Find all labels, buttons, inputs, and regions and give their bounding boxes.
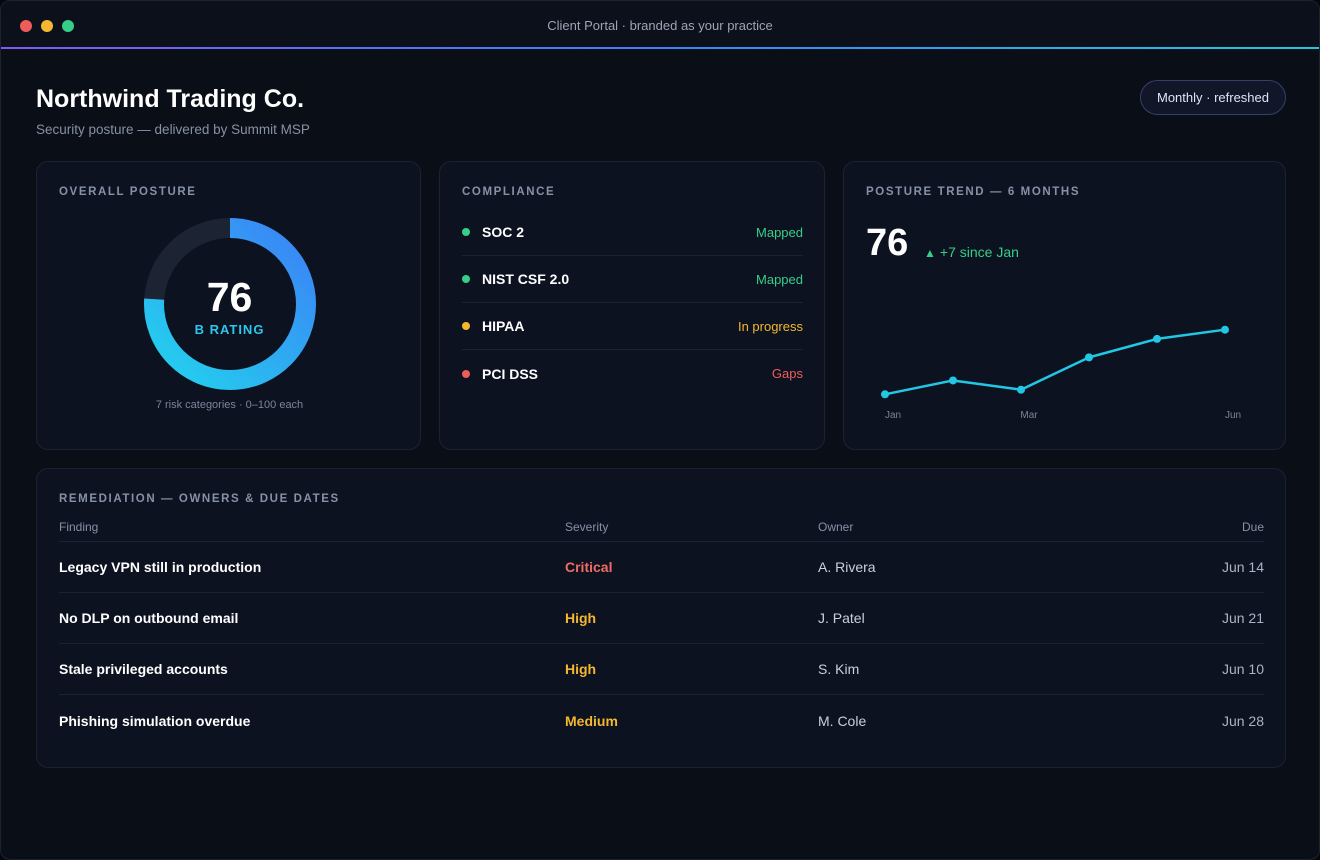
window-title: Client Portal · branded as your practice bbox=[547, 17, 773, 33]
owner-cell: A. Rivera bbox=[818, 559, 876, 575]
framework-name: HIPAA bbox=[482, 318, 525, 334]
gauge-arc bbox=[144, 218, 316, 390]
x-tick-label-mar: Mar bbox=[1020, 410, 1038, 421]
trend-up-icon: ▲ bbox=[924, 246, 936, 260]
trend-series-line bbox=[884, 328, 1226, 396]
column-header-finding[interactable]: Finding bbox=[59, 520, 99, 534]
page-subtitle: Security posture — delivered by Summit M… bbox=[36, 122, 310, 137]
framework-name: PCI DSS bbox=[482, 365, 539, 382]
status-dot bbox=[462, 322, 470, 330]
page-title: Northwind Trading Co. bbox=[36, 85, 305, 113]
table-header: Finding Severity Owner Due bbox=[59, 513, 1264, 542]
card-title: COMPLIANCE bbox=[462, 186, 556, 198]
compliance-row-nist-csf[interactable]: NIST CSF 2.0 Mapped bbox=[462, 256, 803, 303]
status-dot bbox=[462, 275, 470, 283]
finding-cell: Legacy VPN still in production bbox=[59, 559, 262, 575]
card-title: REMEDIATION — OWNERS & DUE DATES bbox=[59, 493, 340, 505]
trend-line-chart: Jan Mar Jun bbox=[881, 325, 1241, 421]
status-dot bbox=[462, 228, 470, 236]
framework-status: Mapped bbox=[756, 224, 803, 240]
card-title: POSTURE TREND — 6 MONTHS bbox=[866, 186, 1081, 198]
posture-trend-card: POSTURE TREND — 6 MONTHS 76 ▲ +7 since Ja… bbox=[843, 161, 1286, 450]
owner-cell: M. Cole bbox=[818, 712, 867, 729]
trend-point-apr[interactable] bbox=[1085, 353, 1093, 362]
trend-point-mar[interactable] bbox=[1017, 385, 1025, 394]
x-tick-label-jun: Jun bbox=[1225, 410, 1241, 421]
due-cell: Jun 21 bbox=[1221, 610, 1264, 626]
trend-delta: ▲ +7 since Jan bbox=[924, 244, 1019, 260]
posture-note: 7 risk categories · 0–100 each bbox=[155, 399, 304, 411]
trend-delta-text: +7 since Jan bbox=[939, 244, 1019, 260]
framework-status: In progress bbox=[737, 318, 803, 334]
posture-score: 76 bbox=[206, 274, 253, 320]
severity-cell: High bbox=[565, 661, 597, 677]
due-cell: Jun 14 bbox=[1221, 559, 1264, 575]
card-title: OVERALL POSTURE bbox=[59, 186, 197, 198]
maximize-window-button[interactable] bbox=[62, 20, 74, 32]
column-header-owner[interactable]: Owner bbox=[818, 520, 854, 534]
x-tick-label-jan: Jan bbox=[885, 410, 901, 421]
table-row[interactable]: Stale privileged accounts High S. Kim Ju… bbox=[59, 644, 1264, 695]
finding-cell: Phishing simulation overdue bbox=[59, 712, 251, 729]
status-dot bbox=[462, 369, 470, 378]
due-cell: Jun 28 bbox=[1221, 712, 1264, 729]
overall-posture-card: OVERALL POSTURE 76 B RATING 7 risk categ… bbox=[36, 161, 421, 450]
severity-cell: High bbox=[565, 610, 597, 626]
compliance-list: SOC 2 Mapped NIST CSF 2.0 Mapped HIPAA I… bbox=[462, 209, 803, 397]
table-row[interactable]: No DLP on outbound email High J. Patel J… bbox=[59, 593, 1264, 644]
minimize-window-button[interactable] bbox=[41, 20, 53, 32]
trend-current-value: 76 bbox=[866, 222, 909, 264]
trend-point-may[interactable] bbox=[1153, 334, 1161, 343]
column-header-severity[interactable]: Severity bbox=[565, 520, 609, 534]
remediation-card: REMEDIATION — OWNERS & DUE DATES Finding… bbox=[36, 468, 1286, 768]
title-bar: Client Portal · branded as your practice bbox=[1, 1, 1319, 49]
finding-cell: Stale privileged accounts bbox=[59, 661, 228, 677]
due-cell: Jun 10 bbox=[1221, 661, 1264, 677]
trend-point-jan[interactable] bbox=[881, 390, 889, 399]
close-window-button[interactable] bbox=[20, 20, 32, 32]
posture-rating: B RATING bbox=[194, 322, 265, 337]
severity-cell: Medium bbox=[565, 712, 618, 729]
window-controls bbox=[20, 20, 74, 32]
framework-name: NIST CSF 2.0 bbox=[482, 271, 570, 287]
posture-gauge bbox=[144, 218, 316, 390]
table-row[interactable]: Legacy VPN still in production Critical … bbox=[59, 542, 1264, 593]
framework-status: Gaps bbox=[771, 366, 803, 381]
finding-cell: No DLP on outbound email bbox=[59, 610, 239, 626]
compliance-card: COMPLIANCE SOC 2 Mapped NIST CSF 2.0 Map… bbox=[439, 161, 825, 450]
compliance-row-hipaa[interactable]: HIPAA In progress bbox=[462, 303, 803, 350]
framework-name: SOC 2 bbox=[482, 224, 525, 240]
trend-point-jun[interactable] bbox=[1221, 325, 1229, 334]
compliance-row-soc2[interactable]: SOC 2 Mapped bbox=[462, 209, 803, 256]
period-badge[interactable]: Monthly · refreshed bbox=[1140, 80, 1286, 115]
owner-cell: J. Patel bbox=[818, 610, 865, 626]
compliance-row-pci-dss[interactable]: PCI DSS Gaps bbox=[462, 350, 803, 397]
trend-point-feb[interactable] bbox=[949, 376, 957, 385]
severity-cell: Critical bbox=[565, 559, 613, 575]
owner-cell: S. Kim bbox=[818, 661, 860, 677]
framework-status: Mapped bbox=[756, 271, 803, 287]
table-row[interactable]: Phishing simulation overdue Medium M. Co… bbox=[59, 695, 1264, 746]
column-header-due[interactable]: Due bbox=[1241, 520, 1264, 534]
remediation-table: Finding Severity Owner Due Legacy VPN st… bbox=[59, 513, 1264, 746]
